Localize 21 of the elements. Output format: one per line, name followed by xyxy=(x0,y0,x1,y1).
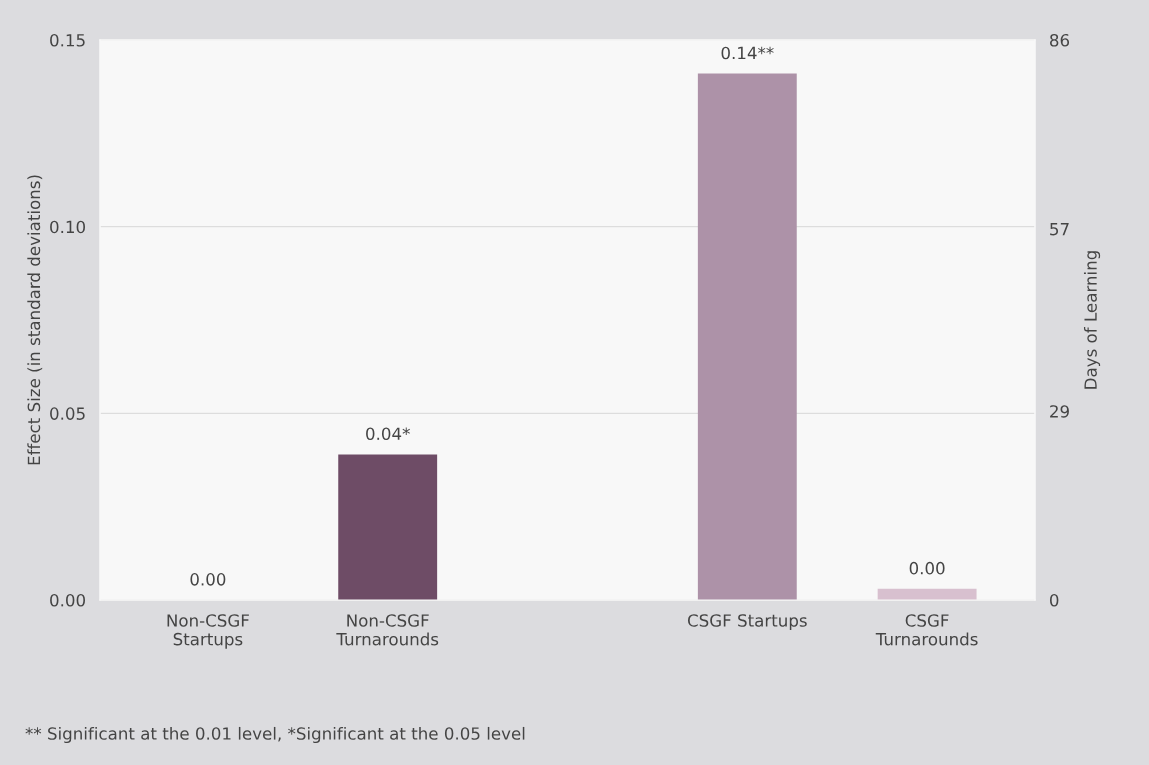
y2-tick-label: 0 xyxy=(1049,593,1059,607)
y-tick-label: 0.15 xyxy=(50,33,85,47)
x-tick-label: CSGF Startups xyxy=(687,614,807,631)
data-label: 0.00 xyxy=(909,561,945,575)
y2-tick-label: 57 xyxy=(1050,223,1069,236)
bar xyxy=(697,73,797,600)
y2-tick-label: 29 xyxy=(1050,405,1069,418)
text: ** Significant at the 0.01 level, *Significant at the 0.05 level xyxy=(25,726,525,744)
x-tick-label: CSGF Turnarounds xyxy=(875,614,978,646)
y-tick-label: 0.10 xyxy=(50,220,85,234)
y-tick-label: 0.00 xyxy=(50,593,85,607)
x-tick-label: Non-CSGF Turnarounds xyxy=(336,614,439,646)
y-axis-title: Effect Size (in standard deviations) xyxy=(27,175,43,465)
x-tick-label: Non-CSGF Startups xyxy=(167,614,249,649)
data-label: 0.14** xyxy=(721,46,774,60)
bar xyxy=(338,454,438,600)
data-label: 0.04* xyxy=(366,427,410,441)
y2-tick-label: 86 xyxy=(1050,33,1070,47)
y-tick-label: 0.05 xyxy=(50,407,85,420)
data-label: 0.00 xyxy=(190,573,226,586)
y2-axis-title: Days of Learning xyxy=(1083,251,1101,389)
